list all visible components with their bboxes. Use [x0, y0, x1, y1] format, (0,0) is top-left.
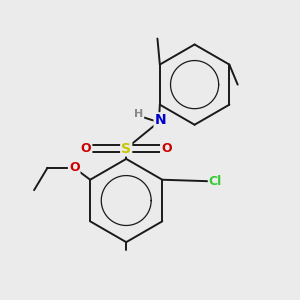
Text: Cl: Cl [209, 175, 222, 188]
Text: H: H [134, 109, 143, 119]
Text: S: S [121, 142, 131, 155]
Text: N: N [154, 113, 166, 127]
Text: O: O [161, 142, 172, 155]
Text: O: O [69, 161, 80, 174]
Text: O: O [81, 142, 92, 155]
